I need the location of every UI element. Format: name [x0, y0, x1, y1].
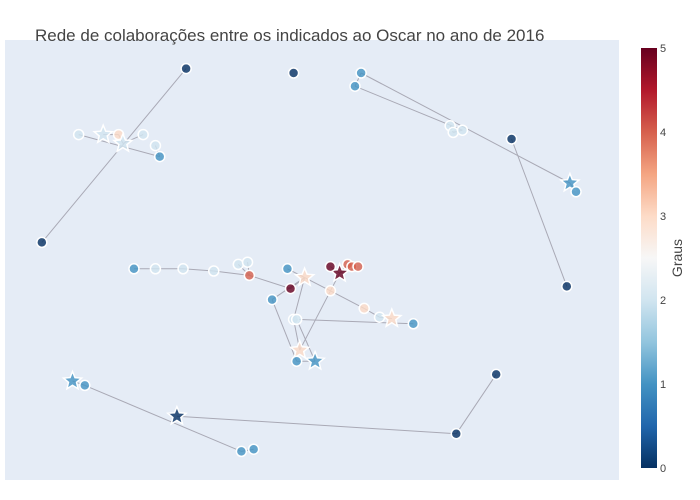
node-marker[interactable] [284, 282, 297, 295]
node-marker[interactable] [490, 368, 502, 381]
node-marker[interactable] [355, 67, 367, 79]
node-star-marker[interactable] [380, 306, 403, 328]
colorbar-tick-label: 1 [660, 379, 666, 391]
colorbar-tick-label: 0 [660, 463, 666, 475]
node-marker[interactable] [36, 236, 48, 249]
node-star-marker[interactable] [166, 404, 188, 426]
node-marker[interactable] [247, 443, 260, 455]
node-marker[interactable] [373, 311, 386, 323]
colorbar-title: Graus [669, 239, 685, 277]
edge-line [511, 138, 568, 287]
node-marker[interactable] [241, 256, 254, 268]
node-marker[interactable] [137, 128, 149, 141]
node-star-marker[interactable] [92, 123, 115, 144]
node-marker[interactable] [287, 67, 300, 79]
plot-background [5, 40, 619, 480]
node-marker[interactable] [358, 302, 370, 315]
node-marker[interactable] [290, 355, 303, 367]
node-marker[interactable] [447, 126, 459, 139]
edge-line [41, 68, 187, 243]
chart-title: Rede de colaborações entre os indicados … [35, 26, 544, 45]
node-marker[interactable] [456, 124, 469, 136]
node-marker[interactable] [352, 260, 364, 273]
node-marker[interactable] [153, 150, 166, 163]
node-marker[interactable] [570, 186, 582, 198]
node-star-marker[interactable] [293, 266, 316, 287]
node-layer [36, 62, 582, 458]
node-marker[interactable] [72, 128, 85, 141]
node-marker[interactable] [324, 285, 337, 297]
node-marker[interactable] [149, 139, 162, 152]
colorbar-tick-label: 2 [660, 295, 666, 307]
edge-line [455, 374, 497, 435]
node-marker[interactable] [235, 445, 248, 458]
node-star-marker[interactable] [304, 349, 326, 371]
edge-line [176, 415, 457, 435]
edge-line [249, 274, 291, 290]
node-marker[interactable] [177, 263, 189, 275]
node-marker[interactable] [180, 62, 192, 75]
edge-line [354, 85, 463, 131]
edge-line [293, 277, 306, 320]
edge-line [296, 319, 316, 362]
colorbar-tick-label: 3 [660, 211, 666, 223]
colorbar[interactable] [641, 48, 657, 468]
node-marker[interactable] [290, 313, 303, 326]
node-marker[interactable] [266, 293, 278, 306]
colorbar-tick-label: 4 [660, 127, 666, 139]
node-marker[interactable] [149, 263, 162, 275]
node-marker[interactable] [208, 265, 220, 277]
edge-line [330, 290, 365, 309]
node-marker[interactable] [349, 80, 361, 92]
node-marker[interactable] [561, 280, 573, 293]
colorbar-tick-label: 5 [660, 43, 666, 55]
node-marker[interactable] [79, 379, 91, 392]
node-marker[interactable] [232, 258, 245, 271]
node-marker[interactable] [505, 133, 518, 145]
node-marker[interactable] [407, 318, 420, 330]
node-marker[interactable] [243, 269, 256, 282]
node-star-marker[interactable] [112, 131, 134, 153]
node-marker[interactable] [281, 263, 294, 275]
node-marker[interactable] [128, 263, 140, 275]
node-marker[interactable] [324, 260, 337, 273]
node-marker[interactable] [450, 428, 463, 440]
colorbar-ticks: 0 1 2 3 4 5 [660, 43, 666, 475]
edge-line [213, 270, 250, 276]
edge-line [84, 384, 242, 452]
node-star-marker[interactable] [61, 369, 84, 391]
edge-line [271, 299, 298, 362]
node-star-marker[interactable] [288, 338, 311, 360]
